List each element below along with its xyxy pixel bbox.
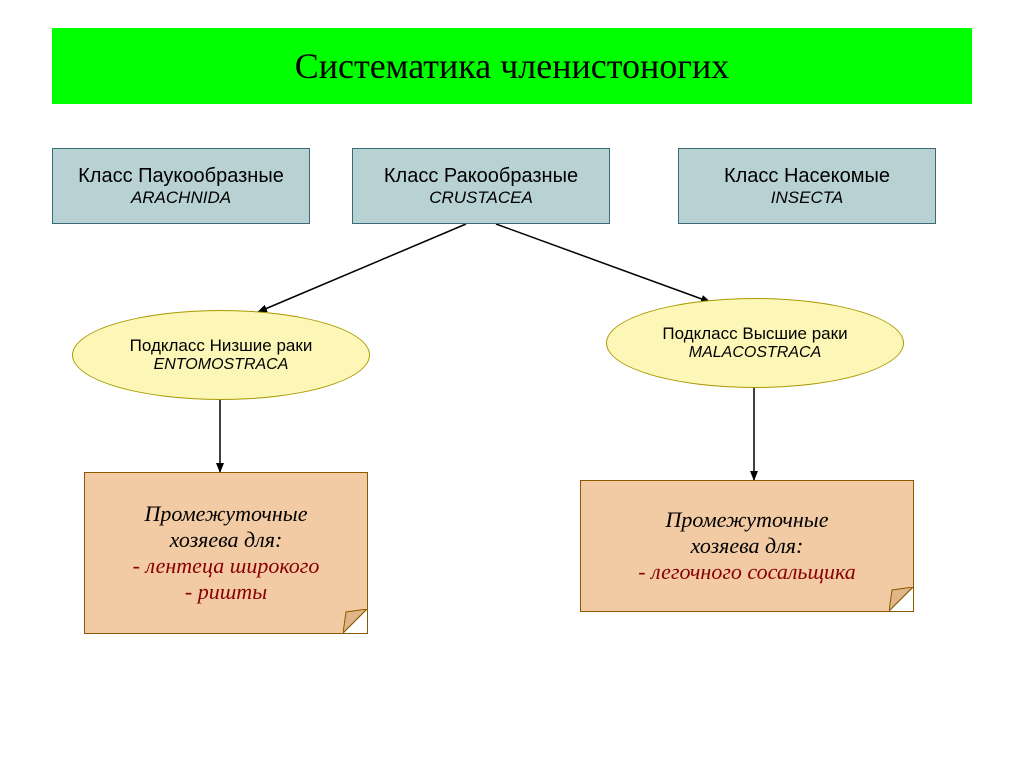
title-bar: Систематика членистоногих [52, 28, 972, 104]
note-corner-icon [343, 609, 367, 633]
note-line: Промежуточные [666, 507, 829, 533]
class-title: Класс Паукообразные [78, 165, 284, 188]
class-box-insecta: Класс НасекомыеINSECTA [678, 148, 936, 224]
note-right: Промежуточныехозяева для:- легочного сос… [580, 480, 914, 612]
subclass-title: Подкласс Высшие раки [662, 324, 847, 344]
note-line: - легочного сосальщика [638, 559, 856, 585]
class-box-arachnida: Класс ПаукообразныеARACHNIDA [52, 148, 310, 224]
note-line: хозяева для: [691, 533, 804, 559]
class-title: Класс Ракообразные [384, 165, 578, 188]
subclass-ellipse-entomostraca: Подкласс Низшие ракиENTOMOSTRACA [72, 310, 370, 400]
page-title: Систематика членистоногих [295, 45, 730, 87]
subclass-latin: ENTOMOSTRACA [154, 356, 289, 374]
class-box-crustacea: Класс РакообразныеCRUSTACEA [352, 148, 610, 224]
note-corner-icon [889, 587, 913, 611]
class-latin: INSECTA [771, 188, 843, 208]
note-left: Промежуточныехозяева для:- лентеца широк… [84, 472, 368, 634]
note-line: - ришты [185, 579, 267, 605]
subclass-latin: MALACOSTRACA [689, 344, 821, 362]
note-line: хозяева для: [170, 527, 283, 553]
note-line: - лентеца широкого [133, 553, 320, 579]
note-line: Промежуточные [145, 501, 308, 527]
subclass-title: Подкласс Низшие раки [130, 336, 313, 356]
subclass-ellipse-malacostraca: Подкласс Высшие ракиMALACOSTRACA [606, 298, 904, 388]
class-latin: ARACHNIDA [131, 188, 231, 208]
class-title: Класс Насекомые [724, 165, 890, 188]
class-latin: CRUSTACEA [429, 188, 533, 208]
